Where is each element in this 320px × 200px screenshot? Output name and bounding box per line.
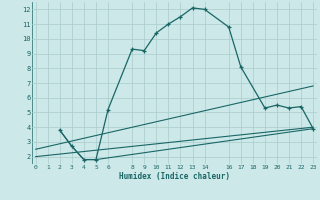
X-axis label: Humidex (Indice chaleur): Humidex (Indice chaleur): [119, 172, 230, 181]
